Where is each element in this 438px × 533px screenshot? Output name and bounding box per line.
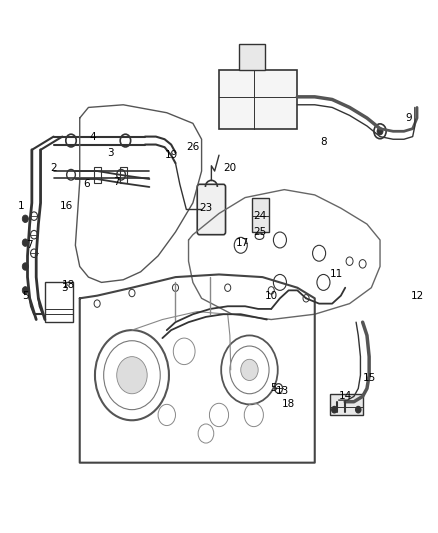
Text: 19: 19 <box>165 150 178 160</box>
Circle shape <box>22 239 28 246</box>
Text: 12: 12 <box>410 290 424 301</box>
Circle shape <box>377 127 383 135</box>
Text: 25: 25 <box>254 227 267 237</box>
Bar <box>330 394 363 415</box>
Circle shape <box>117 357 147 394</box>
Text: 11: 11 <box>330 270 343 279</box>
Text: 10: 10 <box>265 290 278 301</box>
Text: 23: 23 <box>199 203 212 213</box>
Circle shape <box>22 287 28 294</box>
Bar <box>45 282 73 322</box>
Text: 5: 5 <box>270 383 277 393</box>
Circle shape <box>22 263 28 270</box>
Bar <box>219 70 297 128</box>
Text: 4: 4 <box>89 132 96 142</box>
Circle shape <box>332 407 337 413</box>
Text: 9: 9 <box>405 113 412 123</box>
Bar <box>252 198 269 232</box>
Text: 3: 3 <box>61 282 68 293</box>
Text: 18: 18 <box>282 399 295 409</box>
Text: 18: 18 <box>62 280 75 290</box>
Text: 16: 16 <box>60 200 73 211</box>
Circle shape <box>356 407 361 413</box>
Text: 2: 2 <box>50 164 57 173</box>
Text: 13: 13 <box>276 386 289 396</box>
Text: 17: 17 <box>237 238 250 248</box>
Text: 1: 1 <box>18 200 24 211</box>
Text: 20: 20 <box>223 164 237 173</box>
Text: 26: 26 <box>186 142 200 152</box>
FancyBboxPatch shape <box>197 184 226 235</box>
Text: 5: 5 <box>22 290 28 301</box>
Text: 6: 6 <box>83 179 89 189</box>
Circle shape <box>241 359 258 381</box>
Text: 24: 24 <box>254 211 267 221</box>
Text: 7: 7 <box>113 176 120 187</box>
Text: 14: 14 <box>339 391 352 401</box>
Circle shape <box>22 215 28 222</box>
Bar <box>239 44 265 70</box>
Text: 7: 7 <box>26 240 33 251</box>
Bar <box>94 167 101 183</box>
Text: 8: 8 <box>320 137 327 147</box>
Text: 3: 3 <box>107 148 113 158</box>
Bar <box>120 167 127 183</box>
Text: 15: 15 <box>363 373 376 383</box>
